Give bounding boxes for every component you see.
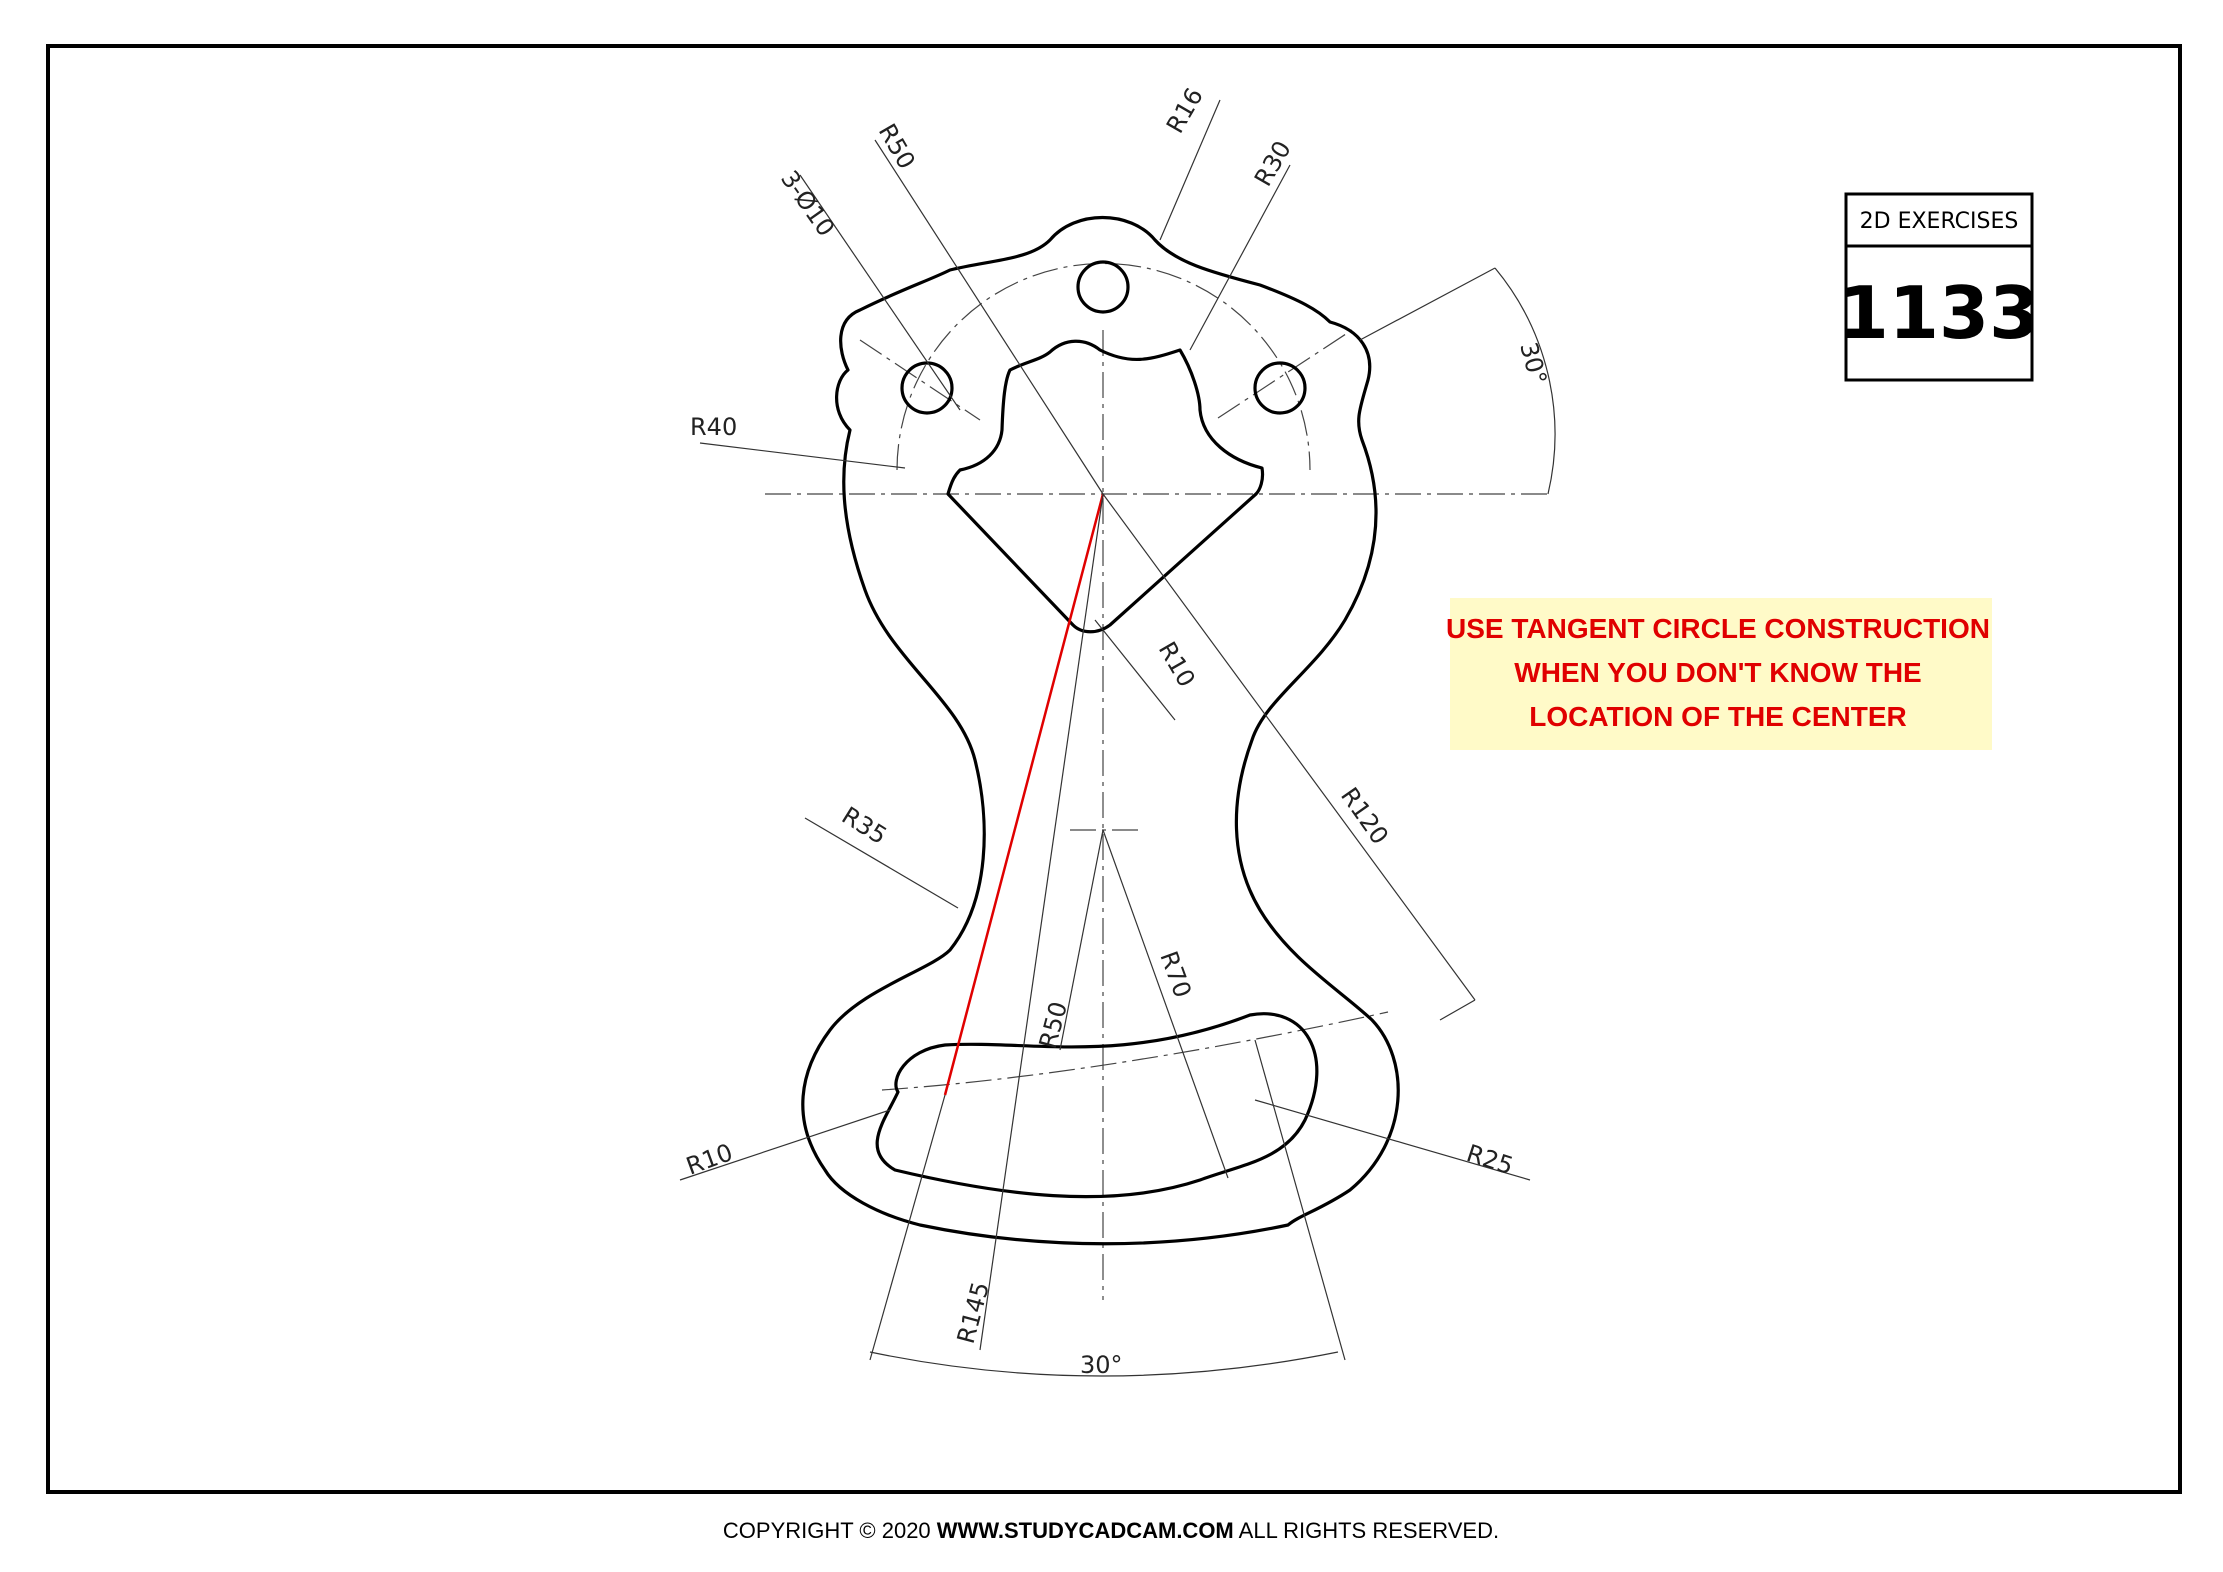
- note-line-2: WHEN YOU DON'T KNOW THE: [1514, 657, 1921, 688]
- dim-r25: R25: [1463, 1139, 1517, 1180]
- dim-r120: R120: [1335, 782, 1394, 849]
- dim-r50-top: R50: [873, 119, 921, 174]
- dim-r10-mid: R10: [1153, 637, 1201, 692]
- copyright-line: COPYRIGHT © 2020 WWW.STUDYCADCAM.COM ALL…: [723, 1518, 1499, 1543]
- dim-r50-low: R50: [1034, 999, 1073, 1052]
- hole-top: [1076, 260, 1130, 314]
- dim-r40: R40: [690, 413, 737, 441]
- exercise-header: 2D EXERCISES: [1860, 209, 2019, 234]
- outer-profile: [801, 215, 1400, 1246]
- note-line-3: LOCATION OF THE CENTER: [1529, 701, 1906, 732]
- dim-r145: R145: [952, 1279, 995, 1347]
- construction-line: [943, 493, 1105, 1096]
- center-lines: [765, 262, 1550, 1300]
- bottom-slot: [875, 1012, 1319, 1199]
- drawing-border: [46, 44, 2182, 1494]
- dim-angle-top: 30°: [1514, 339, 1552, 387]
- dimension-lines: [679, 99, 1556, 1377]
- top-cutout: [946, 339, 1265, 634]
- dim-r16: R16: [1161, 83, 1209, 138]
- note-line-1: USE TANGENT CIRCLE CONSTRUCTION: [1446, 613, 1990, 644]
- dim-r10-low: R10: [682, 1138, 736, 1180]
- construction-note: USE TANGENT CIRCLE CONSTRUCTION WHEN YOU…: [1446, 598, 1992, 750]
- hole-left: [900, 361, 954, 415]
- dim-r70: R70: [1154, 947, 1196, 1001]
- exercise-badge: 2D EXERCISES 1133: [1839, 192, 2039, 382]
- copyright-site: WWW.STUDYCADCAM.COM: [937, 1518, 1234, 1543]
- exercise-number: 1133: [1839, 271, 2039, 355]
- hole-right: [1253, 361, 1307, 415]
- dim-r35: R35: [837, 801, 892, 850]
- dim-holes: 3-Ø10: [775, 165, 840, 241]
- dim-r30: R30: [1249, 136, 1297, 191]
- dim-angle-bottom: 30°: [1080, 1351, 1123, 1379]
- copyright-prefix: COPYRIGHT © 2020: [723, 1518, 937, 1543]
- copyright-suffix: ALL RIGHTS RESERVED.: [1234, 1518, 1499, 1543]
